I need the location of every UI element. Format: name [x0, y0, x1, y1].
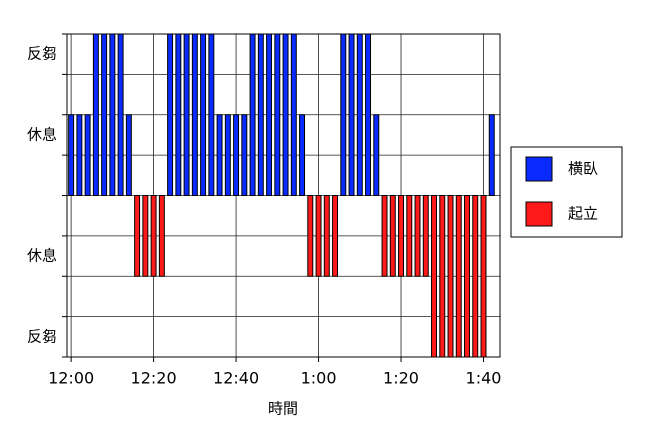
bar	[307, 195, 314, 277]
y-tick-label: 休息	[27, 247, 57, 265]
bar	[92, 33, 99, 196]
x-tick-label: 1:40	[466, 369, 502, 388]
bar	[216, 114, 223, 196]
legend-label: 起立	[568, 205, 598, 223]
bar	[356, 33, 363, 196]
x-tick-label: 12:20	[131, 369, 177, 388]
bar	[315, 195, 322, 277]
legend-label: 横臥	[568, 160, 598, 178]
bar	[340, 33, 347, 196]
bar	[183, 33, 190, 196]
bar	[150, 195, 157, 277]
bar	[332, 195, 339, 277]
bar	[158, 195, 165, 277]
bar	[125, 114, 132, 196]
bar	[68, 114, 75, 196]
bar	[208, 33, 215, 196]
bar	[406, 195, 413, 277]
bar	[134, 195, 141, 277]
bar	[167, 33, 174, 196]
x-axis-label: 時間	[268, 400, 298, 418]
bar	[142, 195, 149, 277]
bar	[101, 33, 108, 196]
bar	[282, 33, 289, 196]
bar	[389, 195, 396, 277]
y-tick-label: 休息	[27, 125, 57, 143]
x-tick-label: 12:00	[48, 369, 94, 388]
bar	[224, 114, 231, 196]
bar	[323, 195, 330, 277]
bar	[381, 195, 388, 277]
x-tick-label: 12:40	[213, 369, 259, 388]
bar	[365, 33, 372, 196]
bar	[84, 114, 91, 196]
x-tick-label: 1:20	[383, 369, 419, 388]
y-tick-label: 反芻	[27, 327, 57, 345]
plot-frame	[66, 33, 501, 358]
bar	[422, 195, 429, 277]
bar	[191, 33, 198, 196]
bar	[266, 33, 273, 196]
legend-swatch	[525, 156, 553, 182]
legend-swatch	[525, 201, 553, 227]
bar	[117, 33, 124, 196]
bar	[439, 195, 446, 358]
x-tick-label: 1:00	[301, 369, 337, 388]
bar	[109, 33, 116, 196]
bar	[200, 33, 207, 196]
bar	[431, 195, 437, 358]
bar	[274, 33, 281, 196]
y-tick-label: 反芻	[27, 45, 57, 63]
bar	[447, 195, 454, 358]
bar	[348, 33, 355, 196]
bar	[76, 114, 83, 196]
bar	[472, 195, 479, 358]
bar	[257, 33, 264, 196]
bar	[373, 114, 380, 196]
bar	[398, 195, 405, 277]
bar	[414, 195, 421, 277]
bar	[299, 114, 306, 196]
bar	[241, 114, 248, 196]
bar	[488, 114, 495, 196]
bar	[455, 195, 462, 358]
bar	[290, 33, 297, 196]
bar	[480, 195, 487, 358]
bar	[233, 114, 240, 196]
bar	[464, 195, 470, 358]
bar	[249, 33, 256, 196]
bar	[175, 33, 182, 196]
